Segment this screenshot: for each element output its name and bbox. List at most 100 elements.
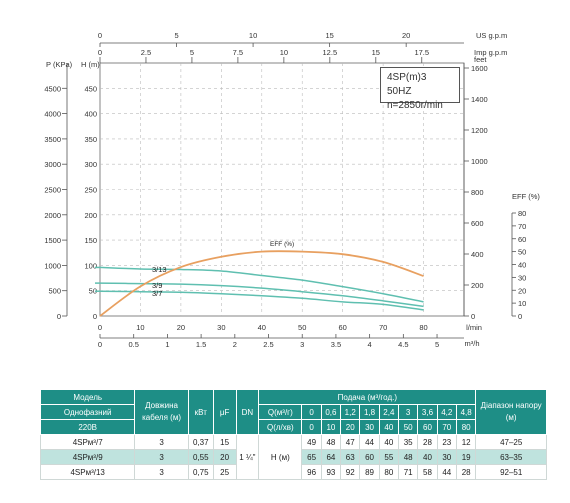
table-row: 4SPм³/9 3 0,55 20 65 64 63 60 55 48 40 3…	[39, 449, 547, 465]
tick-label-flow: 30	[217, 323, 225, 332]
tick-label-head: 250	[84, 186, 97, 195]
q-m3-cell: 2,4	[378, 404, 399, 420]
m3h-axis-unit: m³/h	[465, 339, 480, 348]
row-h-cell: 40	[378, 434, 399, 450]
header-q-m3: Q(м³/г)	[258, 404, 303, 420]
tick-label-head: 300	[84, 160, 97, 169]
q-m3-cell: 3,6	[417, 404, 438, 420]
q-m3-cell: 0	[301, 404, 322, 420]
tick-label-impgpm: 5	[190, 48, 194, 57]
row-model: 4SPм³/9	[39, 449, 136, 465]
series-label: 3/7	[152, 289, 162, 298]
row-h-cell: 28	[417, 434, 438, 450]
tick-label-flow: 50	[298, 323, 306, 332]
head-axis-title: H (m)	[81, 60, 100, 69]
tick-label-usgpm: 15	[325, 31, 333, 40]
tick-label-pressure: 3500	[44, 135, 61, 144]
tick-label-pressure: 2500	[44, 186, 61, 195]
row-kw: 0,37	[187, 434, 214, 450]
header-phase: Однофазний	[39, 404, 136, 420]
tick-label-m3h: 1.5	[196, 340, 206, 349]
tick-label-pressure: 4000	[44, 110, 61, 119]
tick-label-m3h: 2.5	[263, 340, 273, 349]
row-model: 4SPм³/7	[39, 434, 136, 450]
row-h-cell: 48	[397, 449, 419, 465]
tick-label-eff: 50	[518, 248, 526, 257]
tick-label-head: 50	[89, 287, 97, 296]
pump-model-label: 4SP(m)3 50HZ	[387, 72, 427, 97]
row-h-label: H (м)	[258, 434, 303, 480]
q-m3-cell: 1,8	[359, 404, 380, 420]
tick-label-impgpm: 2.5	[141, 48, 151, 57]
tick-label-head: 100	[84, 261, 97, 270]
row-h-cell: 92	[340, 464, 361, 480]
row-h-cell: 30	[436, 449, 457, 465]
row-kw: 0,55	[187, 449, 214, 465]
row-cable: 3	[134, 464, 189, 480]
row-h-cell: 35	[397, 434, 419, 450]
q-m3-cell: 1,2	[340, 404, 361, 420]
tick-label-m3h: 0	[98, 340, 102, 349]
spec-table: Модель Довжина кабеля (м) кВт μF DN Пода…	[39, 389, 547, 480]
row-h-cell: 47	[340, 434, 361, 450]
tick-label-eff: 70	[518, 222, 526, 231]
q-m3-cell: 3	[397, 404, 419, 420]
row-h-cell: 48	[320, 434, 342, 450]
tick-label-m3h: 1	[165, 340, 169, 349]
tick-label-m3h: 5	[435, 340, 439, 349]
header-q-l: Q(л/хв)	[258, 419, 303, 435]
header-uf: μF	[212, 389, 237, 435]
tick-label-usgpm: 5	[174, 31, 178, 40]
tick-label-impgpm: 15	[372, 48, 380, 57]
q-l-cell: 70	[436, 419, 457, 435]
tick-label-usgpm: 0	[98, 31, 102, 40]
q-m3-cell: 0,6	[320, 404, 342, 420]
row-uf: 20	[212, 449, 237, 465]
row-h-cell: 44	[436, 464, 457, 480]
curve-series-3-7	[99, 290, 424, 311]
pump-speed-label: n=2850r/min	[387, 100, 443, 111]
tick-label-feet: 0	[471, 312, 475, 321]
row-cable: 3	[134, 434, 189, 450]
header-model: Модель	[39, 389, 136, 405]
tick-label-eff: 20	[518, 286, 526, 295]
tick-label-m3h: 0.5	[128, 340, 138, 349]
row-range: 47–25	[475, 434, 547, 450]
row-h-cell: 19	[455, 449, 477, 465]
row-range: 92–51	[475, 464, 547, 480]
tick-label-pressure: 1500	[44, 236, 61, 245]
tick-label-usgpm: 10	[249, 31, 257, 40]
tick-label-feet: 1000	[471, 157, 488, 166]
q-m3-cell: 4,2	[436, 404, 457, 420]
tick-label-impgpm: 0	[98, 48, 102, 57]
series-label: EFF (%)	[270, 241, 294, 248]
pump-info-box: 4SP(m)3 50HZ n=2850r/min	[380, 67, 460, 111]
header-volt: 220В	[39, 419, 136, 435]
row-uf: 15	[212, 434, 237, 450]
row-h-cell: 60	[359, 449, 380, 465]
q-l-cell: 20	[340, 419, 361, 435]
header-kw: кВт	[187, 389, 214, 435]
spec-header-row-2: Однофазний Q(м³/г) 0 0,6 1,2 1,8 2,4 3 3…	[39, 404, 547, 420]
tick-label-pressure: 2000	[44, 211, 61, 220]
impgpm-axis-unit: Imp g.p.m	[474, 48, 507, 57]
curve-series-3-13	[99, 266, 424, 303]
row-h-cell: 80	[378, 464, 399, 480]
tick-label-head: 450	[84, 84, 97, 93]
table-row: 4SPм³/7 3 0,37 15 1 ¼" H (м) 49 48 47 44…	[39, 434, 547, 480]
series-label: 3/9	[152, 281, 162, 290]
row-h-cell: 89	[359, 464, 380, 480]
tick-label-impgpm: 17.5	[414, 48, 429, 57]
header-cable: Довжина кабеля (м)	[134, 389, 189, 435]
row-cable: 3	[134, 449, 189, 465]
tick-label-usgpm: 20	[402, 31, 410, 40]
row-h-cell: 71	[397, 464, 419, 480]
tick-label-eff: 80	[518, 209, 526, 218]
series-label: 3/13	[152, 265, 167, 274]
tick-label-pressure: 0	[57, 312, 61, 321]
tick-label-head: 350	[84, 135, 97, 144]
row-h-cell: 12	[455, 434, 477, 450]
tick-label-impgpm: 7.5	[233, 48, 243, 57]
tick-label-pressure: 500	[48, 287, 61, 296]
q-l-cell: 80	[455, 419, 477, 435]
